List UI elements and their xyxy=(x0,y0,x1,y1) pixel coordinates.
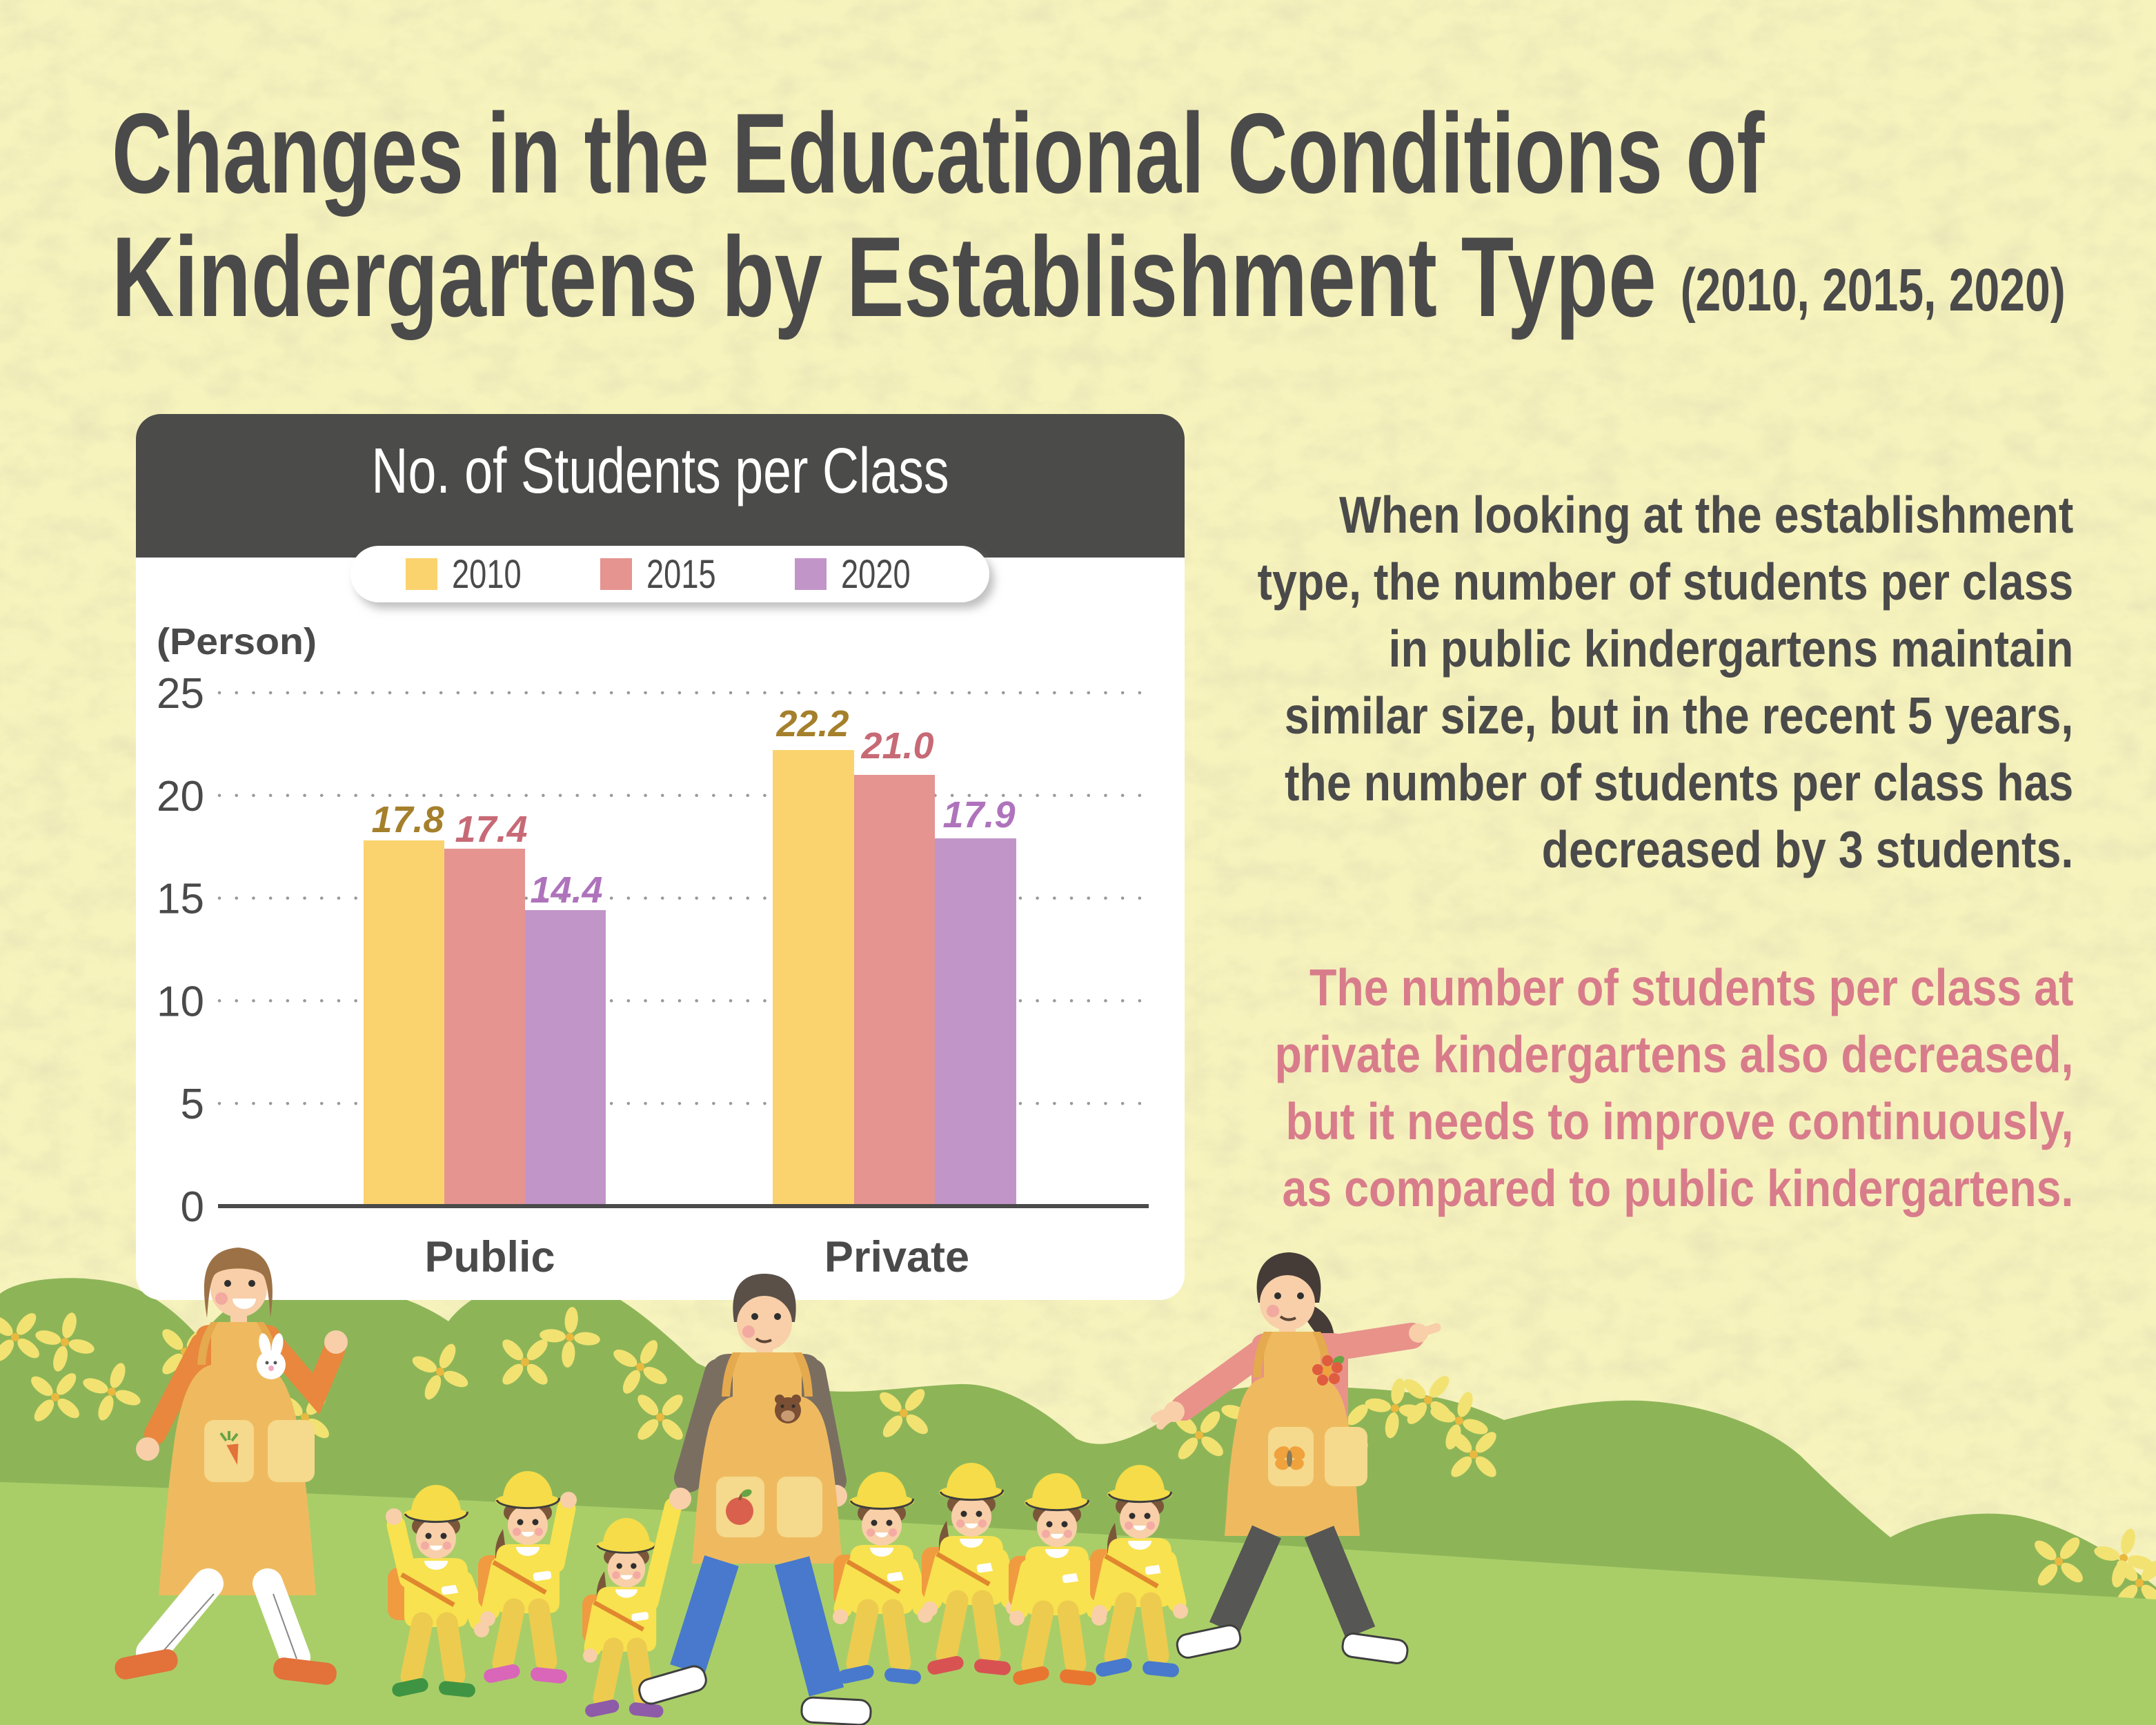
svg-text:17.9: 17.9 xyxy=(942,794,1015,836)
svg-text:17.4: 17.4 xyxy=(455,809,527,850)
svg-text:14.4: 14.4 xyxy=(530,869,602,911)
svg-text:17.8: 17.8 xyxy=(371,799,444,840)
svg-text:Public: Public xyxy=(424,1233,555,1281)
svg-text:5: 5 xyxy=(181,1081,204,1128)
svg-text:15: 15 xyxy=(157,876,204,923)
svg-text:22.2: 22.2 xyxy=(775,703,849,745)
svg-text:(Person): (Person) xyxy=(157,621,317,662)
svg-text:10: 10 xyxy=(157,978,204,1025)
svg-text:25: 25 xyxy=(157,670,204,718)
svg-text:0: 0 xyxy=(181,1183,204,1231)
svg-text:Private: Private xyxy=(824,1233,969,1281)
svg-text:20: 20 xyxy=(157,773,204,820)
svg-text:21.0: 21.0 xyxy=(860,725,933,767)
